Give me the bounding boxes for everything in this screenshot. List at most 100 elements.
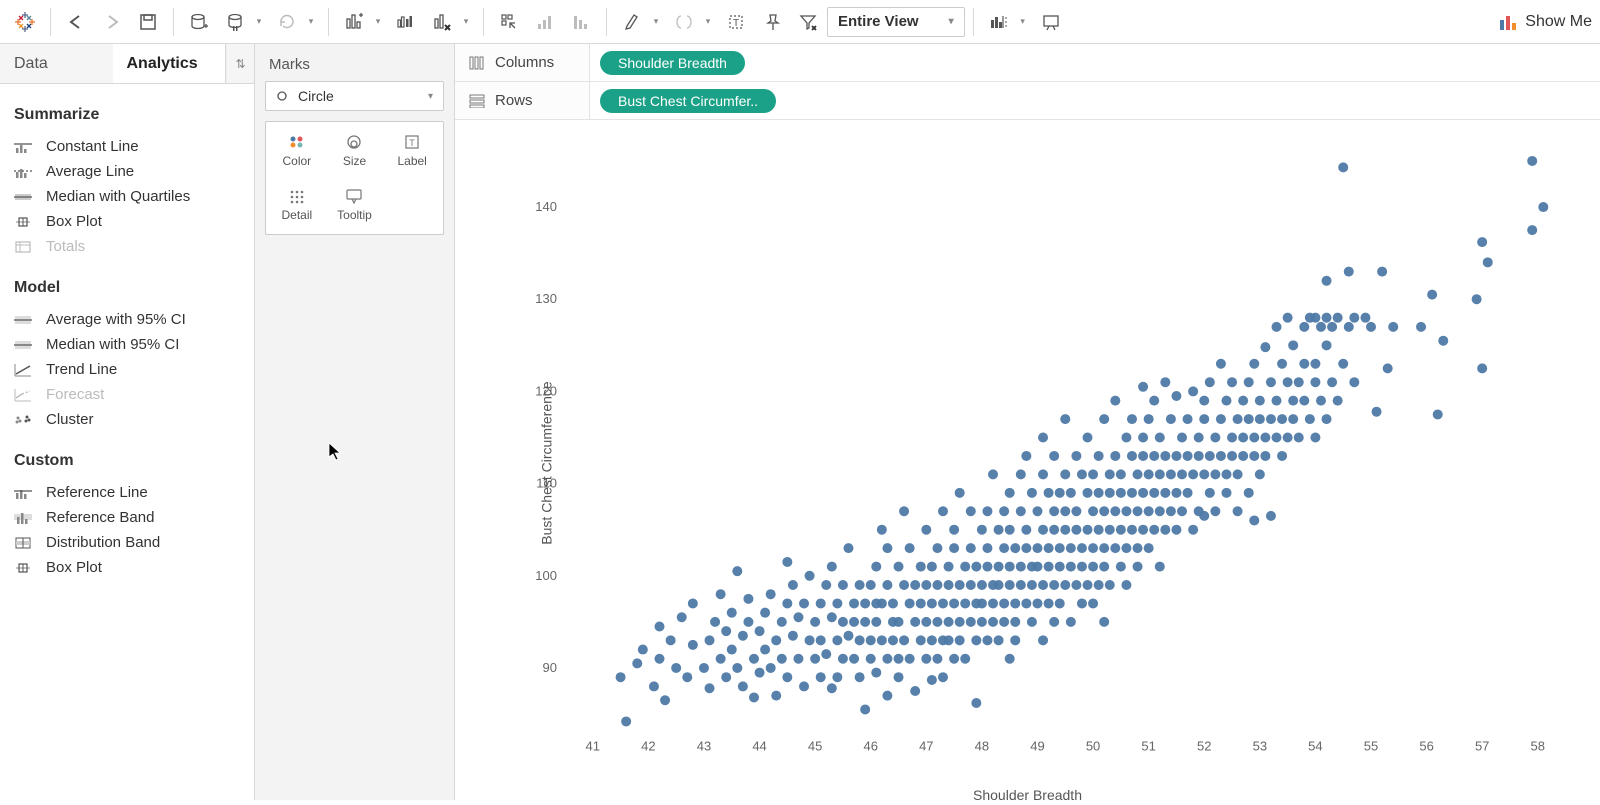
analytics-item[interactable]: Constant Line [12,134,242,159]
analytics-item[interactable]: Average with 95% CI [12,307,242,332]
svg-text:55: 55 [1364,739,1378,754]
scatter-chart[interactable]: 9010011012013014041424344454647484950515… [525,130,1570,765]
analytics-item[interactable]: Reference Band [12,505,242,530]
rows-shelf[interactable]: Rows Bust Chest Circumfer.. [455,82,1600,120]
analytics-item[interactable]: Cluster [12,407,242,432]
svg-text:42: 42 [641,739,655,754]
columns-icon [469,56,485,70]
svg-text:46: 46 [863,739,877,754]
sort-desc-icon[interactable] [564,5,598,39]
analytics-item-icon [14,140,32,154]
mark-card-detail[interactable]: Detail [270,180,324,230]
main-toolbar: ▾ ▾ ▾ ▾ ▾ ▾ T Entire View▾ ▾ Show Me [0,0,1600,44]
columns-shelf[interactable]: Columns Shoulder Breadth [455,44,1600,82]
analytics-item-icon [14,313,32,327]
analytics-item-label: Distribution Band [46,534,160,551]
svg-text:51: 51 [1141,739,1155,754]
side-panel: Data Analytics ⇅ Summarize Constant Line… [0,44,255,800]
analytics-item[interactable]: Reference Line [12,480,242,505]
columns-label: Columns [495,54,554,71]
svg-text:43: 43 [697,739,711,754]
dropdown-icon[interactable]: ▾ [306,16,316,27]
svg-text:57: 57 [1475,739,1489,754]
analytics-item-icon [14,190,32,204]
svg-text:45: 45 [808,739,822,754]
analytics-item-icon [14,363,32,377]
swap-icon[interactable] [492,5,526,39]
dropdown-icon[interactable]: ▾ [254,16,264,27]
analytics-item-label: Reference Line [46,484,148,501]
group-icon[interactable] [667,5,701,39]
undo-icon[interactable] [59,5,93,39]
analytics-item[interactable]: Distribution Band [12,530,242,555]
rows-pill[interactable]: Bust Chest Circumfer.. [600,89,776,113]
columns-pill[interactable]: Shoulder Breadth [600,51,745,75]
presentation-icon[interactable] [1034,5,1068,39]
svg-text:53: 53 [1253,739,1267,754]
labels-icon[interactable]: T [719,5,753,39]
analytics-item-label: Cluster [46,411,94,428]
dropdown-icon[interactable]: ▾ [703,16,713,27]
mark-card-label[interactable]: T Label [385,126,439,176]
mark-card-label: Size [343,154,366,168]
dropdown-icon[interactable]: ▾ [373,16,383,27]
analytics-item-icon [14,240,32,254]
sort-icon[interactable]: ⇅ [226,44,254,83]
highlight-icon[interactable] [615,5,649,39]
svg-text:100: 100 [535,568,557,583]
show-cards-icon[interactable] [982,5,1016,39]
analytics-item-icon [14,338,32,352]
svg-text:48: 48 [975,739,989,754]
duplicate-sheet-icon[interactable] [389,5,423,39]
mark-card-label: Label [397,154,426,168]
save-icon[interactable] [131,5,165,39]
analytics-item-icon [14,486,32,500]
redo-icon[interactable] [95,5,129,39]
svg-text:50: 50 [1086,739,1100,754]
mark-type-label: Circle [298,88,334,104]
mark-card-size[interactable]: Size [328,126,382,176]
clear-filter-icon[interactable] [791,5,825,39]
pin-icon[interactable] [755,5,789,39]
analytics-item[interactable]: Median with 95% CI [12,332,242,357]
mark-card-label: Color [282,154,311,168]
analytics-item-icon [14,511,32,525]
show-me-button[interactable]: Show Me [1499,13,1592,31]
sort-asc-icon[interactable] [528,5,562,39]
tableau-logo-icon[interactable] [8,5,42,39]
refresh-icon[interactable] [270,5,304,39]
analytics-item-label: Trend Line [46,361,117,378]
mark-card-tooltip[interactable]: Tooltip [328,180,382,230]
analytics-item-icon [14,388,32,402]
analytics-item[interactable]: Trend Line [12,357,242,382]
analytics-item-icon [14,536,32,550]
analytics-item-icon [14,215,32,229]
dropdown-icon[interactable]: ▾ [651,16,661,27]
mark-type-selector[interactable]: Circle ▾ [265,81,444,111]
rows-icon [469,94,485,108]
new-datasource-icon[interactable] [182,5,216,39]
tab-analytics[interactable]: Analytics [113,44,227,83]
clear-sheet-icon[interactable] [425,5,459,39]
x-axis-title[interactable]: Shoulder Breadth [973,787,1082,803]
section-model: Model [14,279,242,297]
pause-updates-icon[interactable] [218,5,252,39]
analytics-item[interactable]: Median with Quartiles [12,184,242,209]
analytics-item-icon [14,165,32,179]
section-custom: Custom [14,452,242,470]
fit-selector[interactable]: Entire View▾ [827,7,965,37]
tab-data[interactable]: Data [0,44,113,83]
analytics-item[interactable]: Box Plot [12,555,242,580]
dropdown-icon[interactable]: ▾ [461,16,471,27]
analytics-item-label: Median with Quartiles [46,188,190,205]
dropdown-icon[interactable]: ▾ [1018,16,1028,27]
analytics-item[interactable]: Average Line [12,159,242,184]
mark-card-color[interactable]: Color [270,126,324,176]
svg-text:T: T [409,138,415,148]
analytics-item-label: Totals [46,238,85,255]
mark-card-label: Detail [281,208,312,222]
analytics-item[interactable]: Box Plot [12,209,242,234]
y-axis-title[interactable]: Bust Chest Circumference [539,381,555,544]
new-worksheet-icon[interactable] [337,5,371,39]
svg-text:T: T [733,18,739,29]
